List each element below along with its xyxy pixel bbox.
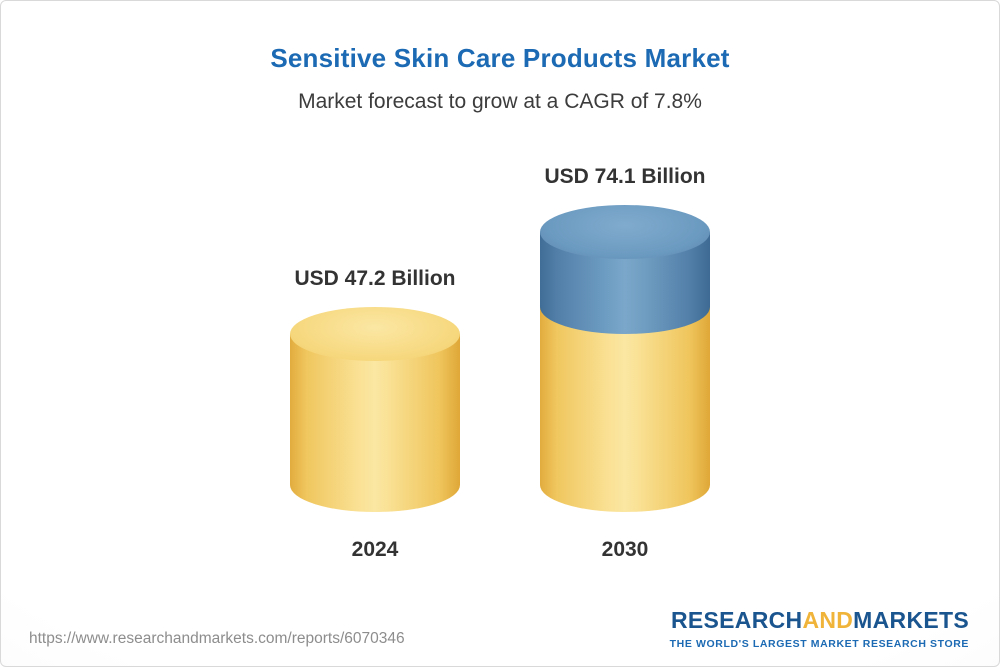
page-subtitle: Market forecast to grow at a CAGR of 7.8… — [298, 90, 702, 113]
cylinder-2024-top-ellipse — [290, 307, 460, 361]
source-url: https://www.researchandmarkets.com/repor… — [29, 630, 405, 647]
logo-word-markets: MARKETS — [853, 607, 969, 633]
cylinder-bar-chart: USD 47.2 Billion 2024 USD 74.1 Billion 2… — [1, 165, 999, 562]
logo-wordmark: RESEARCHANDMARKETS — [663, 607, 969, 634]
research-and-markets-logo: RESEARCHANDMARKETS THE WORLD'S LARGEST M… — [663, 607, 969, 650]
cylinder-2030-growth-segment — [540, 205, 710, 334]
cylinder-2024 — [290, 307, 460, 512]
value-label-2030: USD 74.1 Billion — [544, 165, 706, 188]
cylinder-2030-top-ellipse — [540, 205, 710, 259]
value-label-2024: USD 47.2 Billion — [294, 267, 456, 290]
footer: https://www.researchandmarkets.com/repor… — [29, 607, 969, 650]
page-title: Sensitive Skin Care Products Market — [270, 43, 730, 73]
logo-word-research: RESEARCH — [670, 607, 803, 633]
header: Sensitive Skin Care Products Market Mark… — [1, 1, 999, 114]
logo-word-and: AND — [802, 607, 854, 633]
logo-tagline: THE WORLD'S LARGEST MARKET RESEARCH STOR… — [669, 638, 969, 650]
axis-label-2030: 2030 — [601, 538, 649, 561]
bar-column-2024: USD 47.2 Billion 2024 — [290, 267, 460, 562]
bar-column-2030: USD 74.1 Billion 2030 — [540, 165, 710, 562]
axis-label-2024: 2024 — [351, 538, 399, 561]
cylinder-2030 — [540, 205, 710, 512]
logo-tagline-row: THE WORLD'S LARGEST MARKET RESEARCH STOR… — [663, 638, 969, 650]
cylinder-2024-body — [290, 334, 460, 512]
